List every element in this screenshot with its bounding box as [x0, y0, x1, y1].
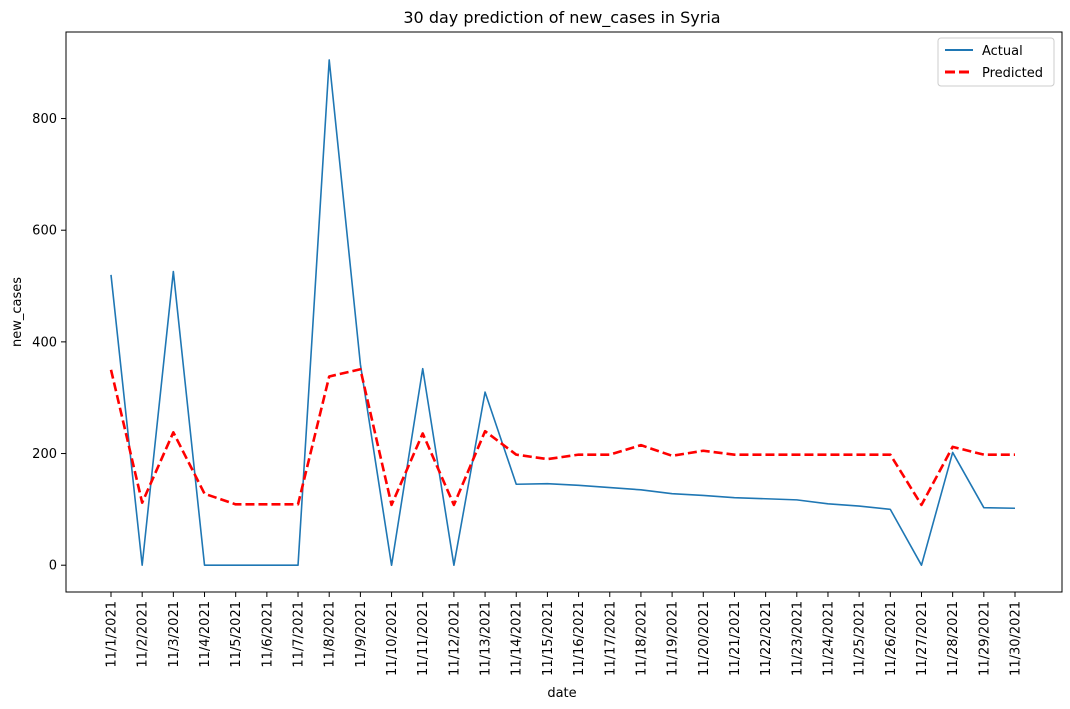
x-tick-label: 11/30/2021	[1009, 601, 1024, 676]
x-tick-label: 11/17/2021	[603, 601, 618, 676]
plot-frame	[65, 31, 1063, 593]
x-tick-label: 11/25/2021	[853, 601, 868, 676]
x-tick-label: 11/15/2021	[541, 601, 556, 676]
x-tick-label: 11/24/2021	[821, 601, 836, 676]
x-axis: 11/1/2021 11/2/2021 11/3/2021 11/4/2021 11/5…	[105, 592, 1024, 676]
legend-label-predicted: Predicted	[982, 66, 1043, 81]
x-tick-label: 11/3/2021	[167, 601, 182, 668]
y-tick-label: 200	[32, 447, 57, 462]
x-tick-label: 11/27/2021	[915, 601, 930, 676]
legend: Actual Predicted	[937, 37, 1055, 87]
x-tick-label: 11/19/2021	[666, 601, 681, 676]
x-tick-label: 11/10/2021	[385, 601, 400, 676]
x-tick-label: 11/14/2021	[510, 601, 525, 676]
x-axis-title: date	[547, 686, 576, 701]
y-tick-label: 800	[32, 112, 57, 127]
series-line-actual	[110, 59, 1016, 567]
y-tick-label: 600	[32, 224, 57, 239]
y-axis-title: new_cases	[10, 277, 25, 347]
x-tick-label: 11/13/2021	[479, 601, 494, 676]
x-tick-label: 11/16/2021	[572, 601, 587, 676]
x-tick-label: 11/29/2021	[977, 601, 992, 676]
x-tick-label: 11/4/2021	[198, 601, 213, 668]
x-tick-label: 11/11/2021	[416, 601, 431, 676]
x-tick-label: 11/28/2021	[946, 601, 961, 676]
y-tick-label: 0	[49, 559, 57, 574]
legend-label-actual: Actual	[982, 44, 1023, 59]
x-tick-label: 11/2/2021	[136, 601, 151, 668]
x-tick-label: 11/12/2021	[447, 601, 462, 676]
series-line-predicted	[109, 367, 1015, 507]
y-axis: 0 200 400 600 800	[32, 112, 66, 574]
x-tick-label: 11/26/2021	[884, 601, 899, 676]
x-tick-label: 11/21/2021	[728, 601, 743, 676]
x-tick-label: 11/18/2021	[634, 601, 649, 676]
x-tick-label: 11/22/2021	[759, 601, 774, 676]
x-tick-label: 11/8/2021	[323, 601, 338, 668]
x-tick-label: 11/6/2021	[260, 601, 275, 668]
chart-title: 30 day prediction of new_cases in Syria	[403, 8, 720, 28]
x-tick-label: 11/20/2021	[697, 601, 712, 676]
x-tick-label: 11/23/2021	[790, 601, 805, 676]
x-tick-label: 11/9/2021	[354, 601, 369, 668]
x-tick-label: 11/7/2021	[292, 601, 307, 668]
x-tick-label: 11/5/2021	[229, 601, 244, 668]
series-layer	[109, 59, 1016, 567]
x-tick-label: 11/1/2021	[105, 601, 120, 668]
y-tick-label: 400	[32, 335, 57, 350]
